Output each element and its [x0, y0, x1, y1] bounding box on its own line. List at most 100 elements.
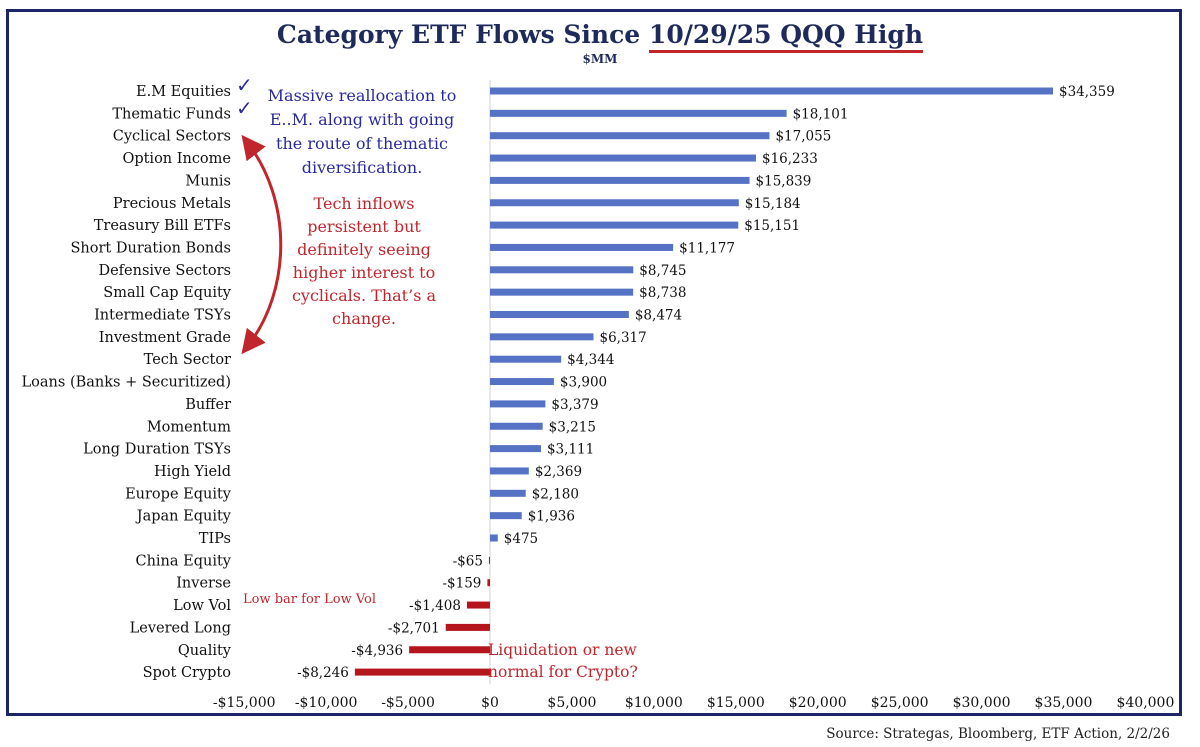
data-label: $3,379 [551, 397, 598, 413]
bar [490, 378, 554, 386]
category-label: E.M Equities [136, 84, 231, 100]
category-label: Defensive Sectors [98, 263, 231, 279]
category-label: Cyclical Sectors [113, 129, 231, 145]
x-tick-label: $10,000 [625, 695, 683, 711]
data-label: -$65 [453, 553, 483, 569]
data-label: $2,180 [532, 486, 579, 502]
data-label: $4,344 [567, 352, 614, 368]
category-label: Inverse [176, 576, 231, 592]
category-label: Small Cap Equity [103, 285, 232, 301]
bar [490, 534, 498, 542]
bar [487, 579, 490, 587]
category-label: Loans (Banks + Securitized) [22, 375, 231, 391]
bar [445, 623, 490, 631]
chart-title: Category ETF Flows Since 10/29/25 QQQ Hi… [0, 20, 1200, 53]
bar [490, 243, 674, 251]
title-prefix: Category ETF Flows Since [276, 20, 649, 49]
bar [490, 512, 522, 520]
data-label: $8,745 [639, 263, 686, 279]
bar [490, 154, 756, 162]
bar [466, 601, 490, 609]
x-tick-label: $40,000 [1116, 695, 1174, 711]
em-annotation: Massive reallocation to E..M. along with… [267, 86, 457, 177]
category-label: Munis [185, 173, 231, 189]
data-label: -$2,701 [388, 620, 440, 636]
bar [490, 311, 629, 318]
category-label: Europe Equity [125, 486, 232, 502]
bar [490, 221, 739, 229]
data-label: $11,177 [679, 240, 735, 256]
category-label: Levered Long [130, 620, 231, 636]
category-label: Investment Grade [99, 330, 231, 346]
data-label: $18,101 [793, 106, 849, 122]
data-label: $3,215 [549, 419, 596, 435]
double-arrow-icon [241, 134, 283, 355]
bar [490, 445, 541, 453]
crypto-annotation: Liquidation or new normal for Crypto? [488, 641, 638, 681]
data-label: $15,184 [745, 196, 801, 212]
data-label: $8,474 [635, 308, 682, 324]
bar [490, 489, 526, 497]
chart-subtitle: $MM [582, 52, 618, 66]
title-highlight: 10/29/25 QQQ High [648, 20, 924, 53]
data-label: $3,900 [560, 375, 607, 391]
tech-annotation: Tech inflows persistent but definitely s… [291, 194, 437, 328]
category-label: Intermediate TSYs [94, 308, 231, 324]
bar [490, 109, 787, 117]
category-label: TIPs [199, 531, 231, 547]
x-tick-label: -$10,000 [295, 695, 358, 711]
data-label: $8,738 [639, 285, 686, 301]
bar [488, 556, 490, 564]
bar [490, 467, 529, 475]
category-label: Spot Crypto [143, 665, 231, 681]
data-label: $6,317 [600, 330, 647, 346]
x-tick-label: -$5,000 [381, 695, 435, 711]
data-label: $475 [504, 531, 538, 547]
data-label: -$159 [442, 576, 481, 592]
checkmark-icon: ✓ [236, 96, 253, 120]
category-label: China Equity [135, 553, 231, 569]
category-label: High Yield [154, 464, 231, 480]
source-note: Source: Strategas, Bloomberg, ETF Action… [826, 726, 1170, 742]
category-label: Momentum [147, 419, 231, 435]
bar [409, 646, 490, 654]
bar [490, 132, 770, 140]
category-label: Long Duration TSYs [83, 442, 231, 458]
x-tick-label: $35,000 [1035, 695, 1093, 711]
bar [490, 422, 543, 430]
data-label: $3,111 [547, 442, 594, 458]
category-label: Buffer [185, 397, 231, 413]
bar [490, 333, 594, 341]
bar [490, 176, 750, 184]
category-label: Thematic Funds [112, 106, 231, 122]
chart-frame [6, 9, 1182, 716]
data-label: $15,839 [756, 173, 812, 189]
lowvol-annotation: Low bar for Low Vol [243, 592, 377, 607]
category-label: Japan Equity [135, 509, 232, 525]
bar [490, 199, 739, 207]
x-tick-label: $25,000 [871, 695, 929, 711]
data-label: -$8,246 [297, 665, 349, 681]
category-label: Short Duration Bonds [71, 240, 232, 256]
category-label: Treasury Bill ETFs [94, 218, 231, 234]
bar [490, 87, 1053, 95]
data-label: $2,369 [535, 464, 582, 480]
data-label: $15,151 [744, 218, 800, 234]
category-label: Low Vol [173, 598, 231, 614]
category-label: Quality [178, 643, 232, 659]
x-tick-label: $15,000 [707, 695, 765, 711]
bar [490, 288, 634, 296]
data-label: $17,055 [775, 129, 831, 145]
x-tick-label: $30,000 [953, 695, 1011, 711]
bar [354, 668, 490, 676]
checkmark-icon: ✓ [236, 73, 253, 97]
data-label: $34,359 [1059, 84, 1115, 100]
data-label: -$1,408 [409, 598, 461, 614]
x-tick-label: $20,000 [789, 695, 847, 711]
category-label: Precious Metals [113, 196, 231, 212]
x-tick-label: -$15,000 [213, 695, 276, 711]
category-label: Tech Sector [144, 352, 231, 368]
x-tick-label: $5,000 [547, 695, 596, 711]
data-label: $16,233 [762, 151, 818, 167]
